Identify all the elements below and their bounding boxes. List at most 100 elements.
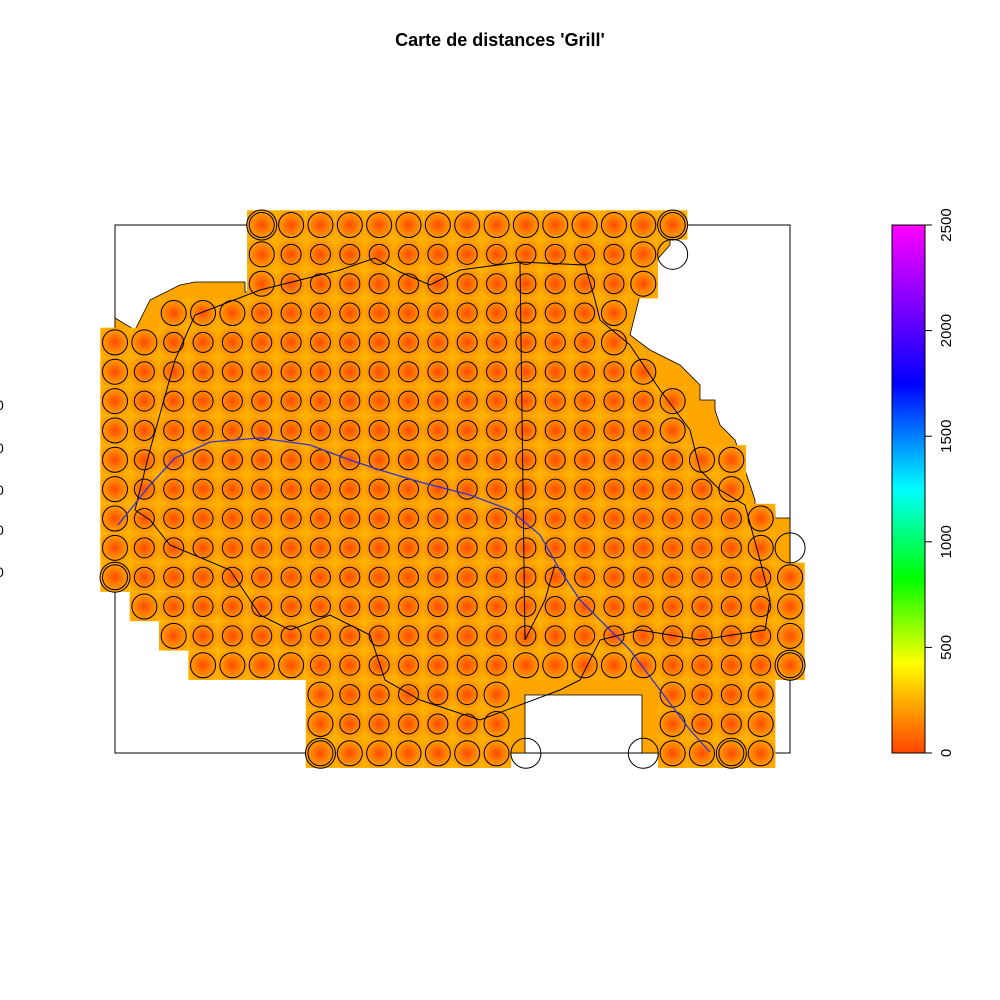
grid-cell xyxy=(188,650,218,680)
grid-point xyxy=(750,654,772,676)
grid-cell xyxy=(305,709,336,739)
grid-point xyxy=(427,331,449,353)
grid-point xyxy=(603,625,625,647)
grid-cell xyxy=(217,298,248,328)
grid-point xyxy=(427,654,449,676)
grid-point xyxy=(251,419,273,441)
grid-point xyxy=(398,625,419,647)
grid-point xyxy=(456,419,478,441)
grid-point xyxy=(102,329,128,356)
grid-point xyxy=(251,596,273,618)
grid-point xyxy=(366,212,393,238)
grid-point xyxy=(544,478,566,500)
grid-point xyxy=(544,361,566,383)
grid-point xyxy=(574,361,596,383)
grid-point xyxy=(398,684,419,706)
grid-point xyxy=(574,273,596,295)
grid-point xyxy=(662,537,684,559)
grid-point xyxy=(512,652,539,679)
grid-point xyxy=(544,243,566,265)
grid-point xyxy=(309,566,331,588)
grid-cell xyxy=(775,621,805,651)
grid-cell xyxy=(628,357,658,387)
grid-point xyxy=(251,625,273,647)
grid-point xyxy=(309,243,331,265)
grid-point xyxy=(102,388,128,415)
grid-point xyxy=(102,446,128,473)
grid-point xyxy=(366,740,393,767)
grid-point xyxy=(544,331,566,353)
grid-cell xyxy=(481,210,512,240)
grid-point xyxy=(163,419,185,441)
grid-cell xyxy=(452,210,482,240)
grid-point xyxy=(544,390,566,412)
grid-cell xyxy=(364,210,394,240)
grid-cell xyxy=(305,210,336,240)
grid-cell xyxy=(305,738,336,768)
grid-point xyxy=(544,302,566,324)
grid-point xyxy=(251,302,273,324)
grid-point xyxy=(571,652,598,679)
grid-point xyxy=(339,508,361,529)
grid-point xyxy=(632,537,654,559)
grid-point xyxy=(574,419,596,441)
grid-point xyxy=(307,212,334,238)
grid-cell xyxy=(481,679,512,710)
grid-point xyxy=(280,625,302,647)
grid-point xyxy=(280,596,302,618)
grid-cell xyxy=(511,650,541,680)
grid-point xyxy=(632,596,654,618)
grid-point xyxy=(133,478,155,500)
grid-point xyxy=(398,508,419,529)
grid-point xyxy=(368,478,390,500)
grid-cell xyxy=(129,327,160,358)
legend-tick-label: 1000 xyxy=(938,525,955,558)
grid-point xyxy=(339,361,361,383)
grid-point xyxy=(515,361,537,383)
grid-point xyxy=(309,361,331,383)
grid-point xyxy=(398,361,419,383)
grid-point xyxy=(691,596,713,618)
grid-point xyxy=(427,596,449,618)
grid-point xyxy=(777,622,804,649)
grid-point xyxy=(720,625,742,647)
grid-point xyxy=(398,243,419,265)
grid-point xyxy=(192,537,214,559)
grid-point xyxy=(456,390,478,412)
grid-point xyxy=(398,713,419,735)
grid-point xyxy=(630,270,657,297)
grid-point xyxy=(424,212,451,238)
grid-point xyxy=(750,596,772,618)
grid-cell xyxy=(217,650,248,680)
grid-cell xyxy=(100,533,130,563)
grid-point xyxy=(133,537,155,559)
grid-point xyxy=(632,566,654,588)
grid-point xyxy=(486,654,508,676)
grid-point xyxy=(603,419,625,441)
grid-point xyxy=(368,508,390,529)
grid-point xyxy=(398,566,419,588)
grid-point xyxy=(339,684,361,706)
grid-point xyxy=(368,654,390,676)
grid-point xyxy=(483,710,510,737)
grid-point xyxy=(662,596,684,618)
legend-tick-label: 2000 xyxy=(938,314,955,347)
grid-point xyxy=(632,419,654,441)
grid-point xyxy=(632,390,654,412)
grid-cell xyxy=(129,591,160,622)
grid-point xyxy=(163,331,185,353)
grid-point xyxy=(339,449,361,471)
grid-point xyxy=(339,478,361,500)
grid-point xyxy=(486,566,508,588)
grid-point xyxy=(395,212,422,238)
grid-point xyxy=(486,419,508,441)
grid-point xyxy=(192,419,214,441)
grid-point xyxy=(133,419,155,441)
grid-point xyxy=(574,243,596,265)
grid-point xyxy=(133,566,155,588)
grid-point xyxy=(398,273,419,295)
grid-point xyxy=(398,390,419,412)
edge-point xyxy=(99,561,131,593)
grid-cell xyxy=(247,650,277,680)
